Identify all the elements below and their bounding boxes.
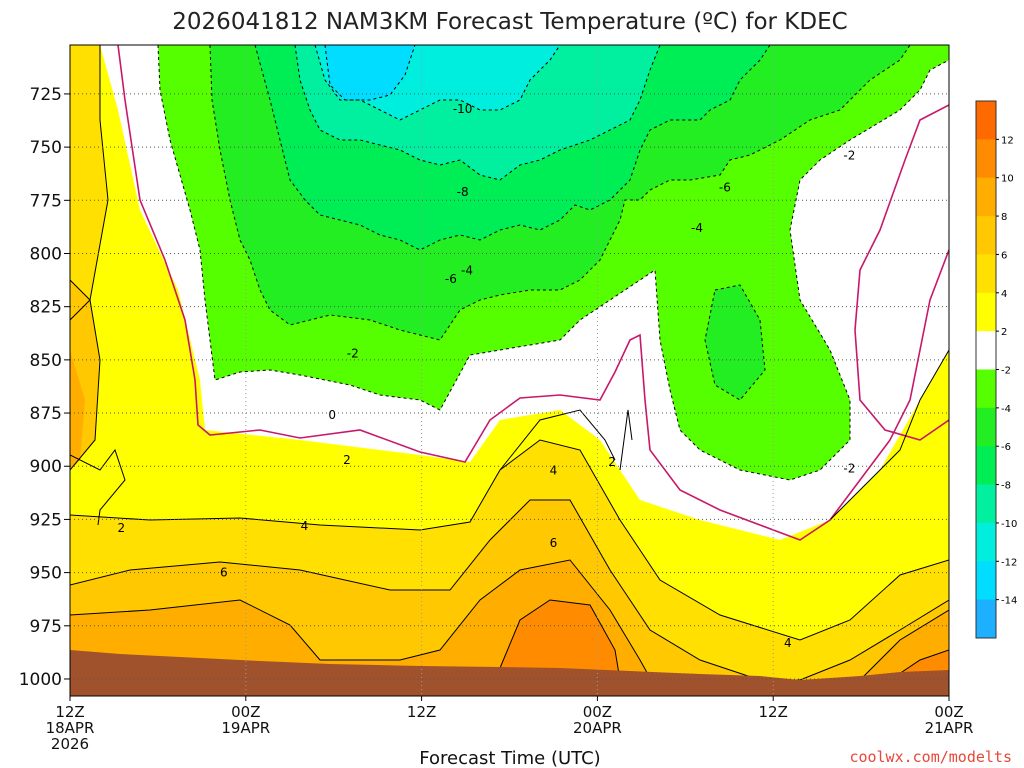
xtick-hour: 00Z [231, 703, 260, 721]
ytick-label: 850 [30, 351, 62, 371]
colorbar-tick-label: -4 [1001, 404, 1011, 415]
colorbar-tick-label: 6 [1001, 250, 1007, 261]
ytick-label: 1000 [19, 670, 62, 690]
colorbar-swatch [976, 331, 996, 370]
contour-label: -8 [457, 185, 469, 199]
colorbar-tick-label: -6 [1001, 442, 1011, 453]
colorbar-tick-label: -2 [1001, 366, 1011, 377]
ytick-label: 950 [30, 564, 62, 584]
plot-frame [69, 44, 950, 697]
contour-label: 4 [301, 519, 309, 533]
negative-contour-lines [157, 45, 949, 481]
x-axis-label: Forecast Time (UTC) [419, 748, 600, 768]
colorbar-swatch [976, 522, 996, 562]
ytick-label: 825 [30, 298, 62, 318]
xtick-hour: 12Z [55, 703, 84, 721]
chart-title: 2026041812 NAM3KM Forecast Temperature (… [172, 9, 847, 35]
colorbar-swatch [976, 599, 996, 639]
colorbar-tick-label: 10 [1001, 174, 1014, 185]
colorbar-tick-label: 12 [1001, 135, 1014, 146]
gridlines-vertical [245, 45, 774, 696]
contour-label: -6 [719, 181, 731, 195]
colorbar-swatch [976, 369, 996, 409]
colorbar-swatch [976, 407, 996, 447]
xtick-date: 21APR [925, 719, 974, 737]
contour-label: -6 [445, 272, 457, 286]
colorbar-swatch [976, 561, 996, 601]
colorbar-tick-label: -12 [1001, 557, 1017, 568]
colorbar-swatch [976, 139, 996, 179]
credit-text[interactable]: coolwx.com/modelts [849, 748, 1012, 766]
contour-label: 4 [550, 463, 558, 477]
xtick-date: 18APR [46, 719, 95, 737]
colorbar-swatch [976, 484, 996, 524]
ytick-label: 725 [30, 85, 62, 105]
ytick-label: 900 [30, 457, 62, 477]
contour-label: 6 [220, 566, 228, 580]
contour-label: -2 [843, 461, 855, 475]
band-minus12-minus14 [325, 45, 415, 100]
colorbar-tick-label: 8 [1001, 212, 1007, 223]
colorbar: 12 10 8 6 4 2 -2 -4 -6 -8 -10 -12 -14 [975, 100, 1017, 639]
ytick-label: 975 [30, 617, 62, 637]
band-6-8 [70, 280, 949, 696]
colorbar-swatch [976, 292, 996, 332]
contour-labels: -10 -8 -6 -6 -4 -4 -2 -2 -2 0 2 2 2 4 4 4 6 6 [117, 102, 855, 650]
temperature-filled-contours [70, 45, 949, 696]
xtick-hour: 12Z [759, 703, 788, 721]
gridlines-horizontal [70, 93, 949, 680]
colorbar-swatch [976, 446, 996, 486]
terrain-ground [70, 650, 949, 696]
xtick-hour: 00Z [583, 703, 612, 721]
colorbar-tick-label: -10 [1001, 519, 1017, 530]
contour-label: -2 [347, 346, 359, 360]
positive-contour-lines [70, 45, 949, 696]
contour-label: -10 [453, 102, 473, 116]
xtick-year: 2026 [51, 735, 89, 753]
contour-label: 2 [343, 453, 351, 467]
contour-label: -4 [691, 221, 703, 235]
ytick-label: 750 [30, 138, 62, 158]
colorbar-swatch [976, 216, 996, 255]
contour-label: 2 [608, 455, 616, 469]
contour-label: -4 [461, 264, 473, 278]
ytick-label: 775 [30, 191, 62, 211]
band-4-6 [70, 45, 949, 696]
contour-label: 4 [784, 636, 792, 650]
colorbar-tick-label: -8 [1001, 481, 1011, 492]
colorbar-tick-label: 4 [1001, 289, 1007, 300]
contour-zero-upper [854, 104, 949, 441]
contour-label: 2 [117, 521, 125, 535]
colorbar-swatch [976, 254, 996, 294]
ytick-label: 800 [30, 244, 62, 264]
colorbar-swatch [976, 101, 996, 140]
xtick-date: 20APR [573, 719, 622, 737]
xtick-date: 19APR [221, 719, 270, 737]
contour-label: 6 [550, 536, 558, 550]
ytick-label: 875 [30, 404, 62, 424]
xtick-hour: 12Z [407, 703, 436, 721]
colorbar-tick-label: -14 [1001, 596, 1017, 607]
contour-label: -2 [843, 149, 855, 163]
y-axis-ticks: 725 750 775 800 825 850 875 900 925 950 975 1000 [19, 85, 70, 690]
xtick-hour: 00Z [934, 703, 963, 721]
ytick-label: 925 [30, 510, 62, 530]
colorbar-swatch [976, 177, 996, 217]
colorbar-tick-label: 2 [1001, 327, 1007, 338]
contour-label: 0 [328, 408, 336, 422]
